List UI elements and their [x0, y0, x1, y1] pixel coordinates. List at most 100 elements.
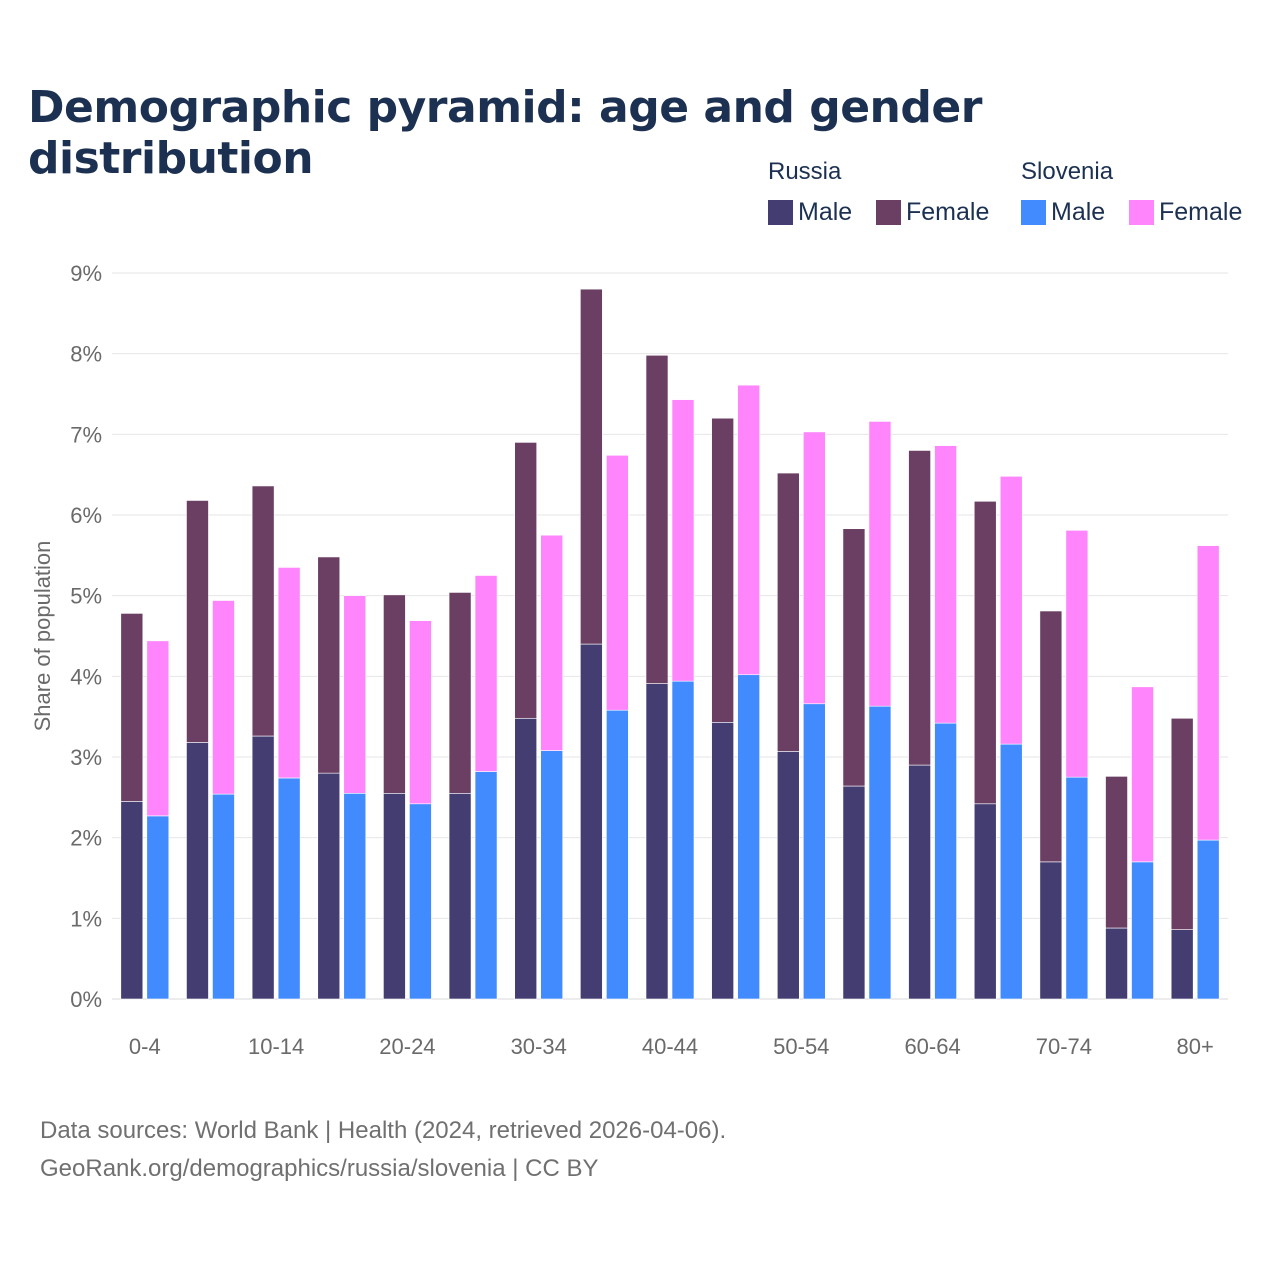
- x-tick-label: 10-14: [248, 1034, 304, 1059]
- bar-russia-male: [448, 792, 472, 1000]
- legend-label-slovenia-female: Female: [1159, 198, 1243, 226]
- y-tick-label: 9%: [70, 261, 102, 286]
- y-tick-label: 0%: [70, 987, 102, 1012]
- bar-russia-male: [776, 751, 800, 1000]
- bar-slovenia-male: [540, 750, 564, 1000]
- bar-russia-female: [251, 485, 275, 737]
- bar-russia-male: [973, 803, 997, 1000]
- legend-item-slovenia-male[interactable]: Male: [1021, 198, 1105, 227]
- bar-slovenia-male: [934, 722, 957, 1000]
- bar-russia-male: [120, 801, 144, 1000]
- y-tick-label: 2%: [70, 826, 102, 851]
- y-tick-label: 3%: [70, 745, 102, 770]
- bar-slovenia-female: [999, 475, 1023, 745]
- chart-title: Demographic pyramid: age and gender dist…: [28, 82, 982, 184]
- bar-slovenia-male: [868, 705, 892, 1000]
- y-axis-title: Share of population: [30, 541, 55, 732]
- bar-russia-female: [776, 472, 800, 752]
- y-tick-label: 4%: [70, 664, 102, 689]
- chart-plot-area: 0% 1% 2% 3% 4% 5% 6% 7% 8% 9% Share of population 0…: [30, 261, 1228, 1059]
- bar-slovenia-female: [146, 640, 170, 817]
- bar-russia-female: [1039, 610, 1063, 863]
- x-tick-label: 80+: [1177, 1034, 1214, 1059]
- bar-russia-female: [448, 592, 472, 794]
- bar-russia-female: [514, 442, 538, 719]
- bar-slovenia-female: [277, 567, 301, 779]
- legend-group-slovenia: Slovenia: [1021, 158, 1114, 185]
- bar-russia-male: [251, 735, 275, 1000]
- bar-slovenia-male: [277, 777, 301, 1000]
- bar-slovenia-male: [671, 680, 695, 1000]
- bar-slovenia-female: [671, 399, 695, 682]
- bar-russia-female: [580, 288, 603, 645]
- bar-slovenia-male: [1196, 839, 1220, 1000]
- bar-russia-male: [645, 683, 669, 1000]
- bar-russia-male: [1039, 861, 1063, 1000]
- bar-slovenia-male: [1065, 776, 1089, 1000]
- y-tick-label: 6%: [70, 503, 102, 528]
- x-tick-label: 40-44: [642, 1034, 698, 1059]
- bar-slovenia-female: [1131, 686, 1154, 863]
- bar-russia-female: [383, 594, 406, 794]
- bar-russia-female: [1170, 717, 1194, 930]
- bar-slovenia-male: [737, 674, 760, 1000]
- bar-slovenia-female: [212, 600, 235, 795]
- bar-russia-male: [514, 717, 538, 1000]
- legend-item-slovenia-female[interactable]: Female: [1129, 198, 1242, 227]
- bar-russia-male: [383, 792, 406, 1000]
- legend-group-russia: Russia: [768, 158, 842, 185]
- bar-russia-male: [317, 772, 341, 1000]
- bar-russia-male: [1105, 927, 1128, 1000]
- bar-slovenia-female: [934, 445, 957, 724]
- legend-swatch-russia-male: [768, 200, 793, 225]
- bar-russia-female: [711, 417, 734, 723]
- bar-russia-male: [580, 643, 603, 1000]
- legend-swatch-russia-female: [876, 200, 901, 225]
- legend-item-russia-female[interactable]: Female: [876, 198, 989, 227]
- bar-russia-male: [1170, 929, 1194, 1000]
- footer-credit: GeoRank.org/demographics/russia/slovenia…: [40, 1155, 599, 1182]
- bar-slovenia-female: [1065, 530, 1089, 778]
- legend-swatch-slovenia-male: [1021, 200, 1046, 225]
- bar-russia-female: [120, 613, 144, 802]
- bar-slovenia-female: [409, 620, 432, 805]
- legend-swatch-slovenia-female: [1129, 200, 1154, 225]
- bar-slovenia-male: [999, 743, 1023, 1000]
- x-tick-label: 0-4: [129, 1034, 161, 1059]
- legend-item-russia-male[interactable]: Male: [768, 198, 852, 227]
- x-tick-label: 70-74: [1036, 1034, 1092, 1059]
- bar-slovenia-female: [737, 384, 760, 676]
- bar-russia-female: [908, 450, 931, 766]
- y-tick-label: 1%: [70, 906, 102, 931]
- bar-slovenia-male: [474, 771, 498, 1000]
- bar-slovenia-male: [606, 709, 629, 1000]
- bar-slovenia-male: [409, 803, 432, 1000]
- bar-slovenia-female: [1196, 545, 1220, 841]
- bar-russia-female: [645, 354, 669, 684]
- footer-source: Data sources: World Bank | Health (2024,…: [40, 1117, 727, 1144]
- y-tick-label: 7%: [70, 422, 102, 447]
- legend-label-russia-male: Male: [798, 198, 853, 226]
- bar-russia-female: [317, 556, 341, 774]
- y-tick-label: 5%: [70, 584, 102, 609]
- bar-russia-female: [1105, 776, 1128, 929]
- bar-russia-female: [842, 528, 866, 787]
- bar-slovenia-female: [802, 431, 826, 705]
- x-tick-label: 50-54: [773, 1034, 829, 1059]
- bar-slovenia-male: [343, 792, 367, 1000]
- x-tick-label: 60-64: [904, 1034, 960, 1059]
- y-tick-label: 8%: [70, 342, 102, 367]
- bar-russia-male: [186, 742, 209, 1000]
- bar-slovenia-female: [868, 421, 892, 707]
- bar-slovenia-female: [343, 595, 367, 794]
- legend-label-russia-female: Female: [906, 198, 990, 226]
- bar-slovenia-male: [212, 793, 235, 1000]
- x-tick-label: 20-24: [379, 1034, 435, 1059]
- x-tick-label: 30-34: [511, 1034, 567, 1059]
- bar-russia-male: [711, 722, 734, 1000]
- bar-russia-female: [973, 500, 997, 805]
- bar-russia-female: [186, 500, 209, 743]
- bar-slovenia-female: [540, 534, 564, 751]
- bar-russia-male: [908, 764, 931, 1000]
- bar-slovenia-male: [802, 703, 826, 1000]
